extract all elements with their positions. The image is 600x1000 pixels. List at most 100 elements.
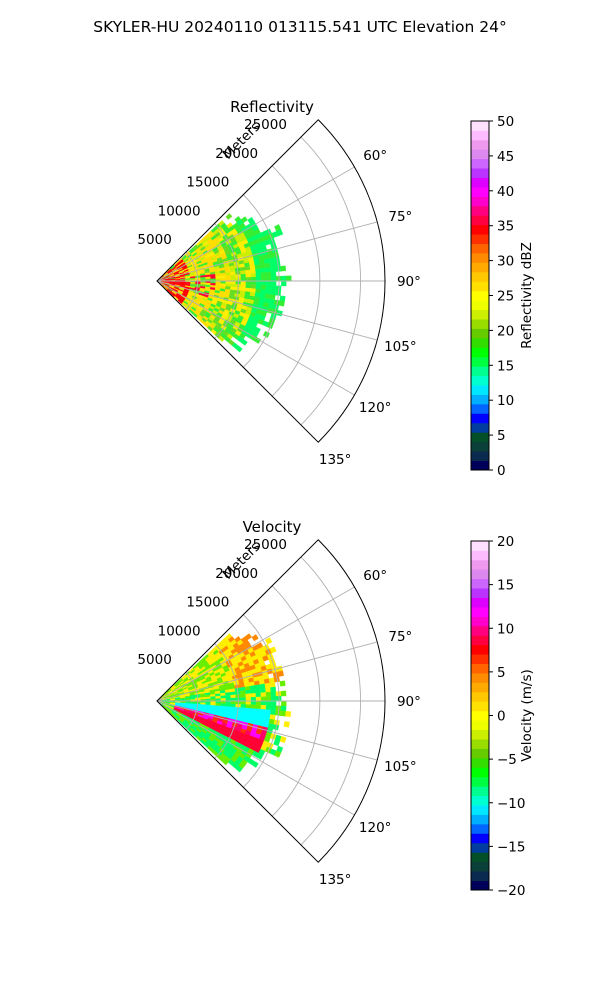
radar-cell [225,272,231,276]
radar-cell [250,693,257,698]
colorbar-swatch [471,432,489,443]
azimuth-tick-label: 90° [397,274,421,290]
radar-cell [250,704,257,709]
colorbar-swatch [471,253,489,263]
colorbar-swatch [471,795,489,806]
radar-cell [255,704,262,710]
colorbar-swatch [471,767,489,778]
radar-cell [270,705,277,711]
colorbar-swatch [471,673,489,683]
radar-cell [270,280,277,286]
radar-cell [245,689,251,695]
radar-cell [230,277,237,282]
radar-cell [218,335,225,342]
radar-cell [253,336,262,344]
radar-cell [235,345,243,353]
radar-cell [254,264,261,270]
radar-cell [230,271,236,276]
radar-cell [205,696,211,700]
radial-tick-label: 15000 [186,175,229,191]
radar-cell [280,265,287,272]
colorbar-swatch [471,187,489,197]
azimuth-gridline [156,166,355,282]
radar-cell [265,280,272,286]
radar-cell [240,280,247,285]
colorbar-swatch [471,215,489,226]
radar-cell [240,690,246,695]
sector-outline [156,539,386,863]
azimuth-tick-label: 75° [388,209,412,225]
colorbar-swatch [471,234,489,245]
radar-cell [270,700,277,706]
colorbar-tick-label: 30 [497,254,514,270]
colorbar-swatch [471,121,489,131]
radar-cell [240,700,247,705]
colorbar-swatch [471,729,489,740]
colorbar-swatch [471,319,489,329]
colorbar-swatch [471,196,489,207]
radar-cell [251,634,259,642]
grid-layer [156,119,386,443]
radar-cell [215,275,221,279]
radar-cell [269,682,276,688]
colorbar-swatch [471,550,489,561]
radar-cell [260,687,266,693]
radar-cell [230,703,236,708]
azimuth-gridline [156,700,378,761]
colorbar-tick-label: −15 [497,839,526,855]
radar-cell [265,285,272,291]
radar-cell [215,695,221,699]
radar-cell [250,276,257,282]
colorbar-tick-label: 50 [497,114,514,130]
radial-tick-label: 25000 [244,537,287,553]
colorbar-tick-label: 10 [497,393,514,409]
azimuth-gridline [156,221,378,282]
colorbar-swatch [471,833,489,844]
colorbar-swatch [471,852,489,863]
radar-cell [270,276,277,282]
colorbar-swatch [471,559,489,570]
radar-cell [251,760,259,768]
radar-cell [281,275,287,282]
radar-cell [255,268,261,274]
colorbar-swatch [471,654,489,665]
radar-cell [279,736,287,743]
radar-cell [265,267,271,273]
azimuth-tick-label: 135° [319,452,352,468]
azimuth-tick-label: 90° [397,694,421,710]
radar-cell [225,213,233,220]
colorbar-swatch [471,814,489,825]
colorbar-swatch [471,625,489,636]
colorbar-swatch [471,691,489,702]
radar-cell [210,276,216,280]
radar-cell [240,273,247,278]
radar-cell [260,284,267,290]
radar-cell [285,711,292,718]
azimuth-tick-label: 120° [359,400,392,416]
radar-cell [270,271,277,277]
radar-cell [250,689,256,694]
radar-cell [270,691,277,697]
radar-cell [270,686,277,693]
radar-cell [245,280,252,285]
radar-cell [260,276,267,282]
radar-cell [221,758,229,766]
radar-cell [249,265,256,271]
radar-cell [230,697,237,702]
radar-cell [270,266,277,273]
radar-cell [250,696,257,702]
azimuth-gridline [156,280,355,396]
radar-cell [270,285,277,291]
radar-cell [260,696,267,702]
colorbar-swatch [471,149,489,160]
colorbar-swatch [471,541,489,551]
colorbar-swatch [471,786,489,797]
radar-cell [264,262,271,269]
colorbar-swatch [471,710,489,721]
colorbar-tick-label: 45 [497,149,514,165]
radar-cell [225,695,231,699]
colorbar-swatch [471,366,489,377]
radar-cell [235,765,243,773]
colorbar-tick-label: −10 [497,796,526,812]
radar-cell [245,704,252,709]
